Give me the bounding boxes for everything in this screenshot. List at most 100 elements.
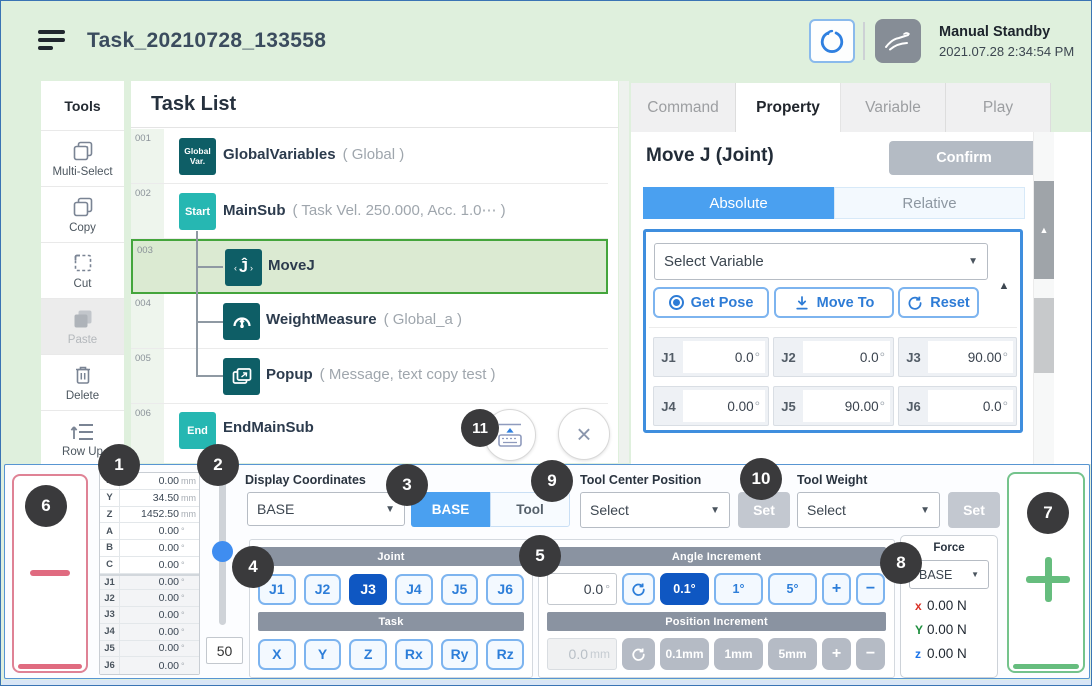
angle-preset-0.1-button[interactable]: 0.1° xyxy=(660,573,709,605)
task-row-popup[interactable]: 005 Popup ( Message, text copy test ) xyxy=(131,349,608,404)
joint-header-bar: Joint xyxy=(258,547,524,566)
frame-base-button[interactable]: BASE xyxy=(411,492,490,527)
joint-j5-field[interactable]: J5 90.00 ° xyxy=(773,386,894,426)
joint-unit: ° xyxy=(1002,398,1008,414)
row-number: 003 xyxy=(137,245,153,256)
move-to-button[interactable]: Move To xyxy=(774,287,894,318)
angle-minus-button[interactable]: − xyxy=(856,573,885,605)
angle-increment-input[interactable]: 0.0 ° xyxy=(547,573,617,605)
frame-tool-button[interactable]: Tool xyxy=(490,492,570,527)
coord-row: J2 0.00 ° xyxy=(100,590,199,607)
task-x-button[interactable]: X xyxy=(258,638,296,670)
row-text: MainSub ( Task Vel. 250.000, Acc. 1.0⋯ ) xyxy=(223,201,506,219)
task-row-globalvariables[interactable]: 001 Global Var. GlobalVariables ( Global… xyxy=(131,129,608,184)
position-increment-header: Position Increment xyxy=(547,612,886,631)
hand-icon xyxy=(885,32,910,51)
row-title: MoveJ xyxy=(268,257,315,274)
coord-row: J3 0.00 ° xyxy=(100,607,199,624)
tab-property[interactable]: Property xyxy=(736,83,841,132)
scrollbar-thumb[interactable] xyxy=(1034,298,1054,373)
position-reset-button xyxy=(622,638,655,670)
joint-label: J2 xyxy=(781,349,796,365)
display-coordinates-label: Display Coordinates xyxy=(245,473,366,487)
coord-row: A 0.00 ° xyxy=(100,523,199,540)
movej-glyph: Ĵ xyxy=(239,258,248,276)
joint-j3-button[interactable]: J3 xyxy=(349,573,388,605)
angle-preset-1-button[interactable]: 1° xyxy=(714,573,763,605)
reset-button[interactable]: Reset xyxy=(898,287,979,318)
tcp-select-value: Select xyxy=(590,502,629,518)
joint-label: J5 xyxy=(781,398,796,414)
task-y-button[interactable]: Y xyxy=(303,638,342,670)
tab-play[interactable]: Play xyxy=(946,83,1051,132)
property-scrollbar-track[interactable]: ▲ xyxy=(1033,132,1054,464)
reset-icon xyxy=(632,648,645,661)
task-z-button[interactable]: Z xyxy=(349,638,388,670)
joint-j6-button[interactable]: J6 xyxy=(486,573,525,605)
close-button[interactable]: × xyxy=(558,408,610,460)
position-value: 0.0 xyxy=(568,646,588,662)
row-text: WeightMeasure ( Global_a ) xyxy=(266,311,462,328)
task-button-row: X Y Z Rx Ry Rz xyxy=(258,638,525,670)
task-row-mainsub[interactable]: 002 Start MainSub ( Task Vel. 250.000, A… xyxy=(131,184,608,239)
task-rx-button[interactable]: Rx xyxy=(395,638,433,670)
tab-variable[interactable]: Variable xyxy=(841,83,946,132)
joint-j2-button[interactable]: J2 xyxy=(303,573,342,605)
angle-plus-button[interactable]: + xyxy=(822,573,851,605)
force-frame-dropdown[interactable]: BASE ▼ xyxy=(909,560,989,589)
joint-j4-button[interactable]: J4 xyxy=(395,573,433,605)
joint-j6-field[interactable]: J6 0.0 ° xyxy=(898,386,1017,426)
delete-icon xyxy=(75,366,90,384)
joint-j1-button[interactable]: J1 xyxy=(258,573,296,605)
tool-row-up-button[interactable]: Row Up xyxy=(41,411,124,467)
joint-j5-button[interactable]: J5 xyxy=(440,573,479,605)
position-increment-input: 0.0 mm xyxy=(547,638,617,670)
copy-icon xyxy=(73,197,92,217)
task-ry-button[interactable]: Ry xyxy=(440,638,479,670)
joint-j3-field[interactable]: J3 90.00 ° xyxy=(898,337,1017,377)
tool-label: Delete xyxy=(65,390,100,402)
speed-slider-thumb[interactable] xyxy=(212,541,233,562)
force-frame-value: BASE xyxy=(919,567,953,582)
axis-select-card: Joint J1 J2 J3 J4 J5 J6 Task X Y Z Rx Ry… xyxy=(249,539,533,678)
row-text: Popup ( Message, text copy test ) xyxy=(266,366,496,383)
tool-center-position-label: Tool Center Position xyxy=(580,473,702,487)
end-badge: End xyxy=(179,412,216,449)
tree-stub xyxy=(196,266,223,268)
angle-preset-5-button[interactable]: 5° xyxy=(768,573,817,605)
confirm-button[interactable]: Confirm xyxy=(889,141,1039,175)
tool-copy-button[interactable]: Copy xyxy=(41,187,124,243)
row-number: 001 xyxy=(135,133,151,144)
joint-j1-field[interactable]: J1 0.0 ° xyxy=(653,337,769,377)
task-list-scrollbar[interactable] xyxy=(619,81,629,463)
get-pose-icon xyxy=(668,295,684,310)
speed-value-input[interactable]: 50 xyxy=(206,637,243,664)
angle-reset-button[interactable] xyxy=(622,573,655,605)
annotation-11: 11 xyxy=(461,409,499,447)
tcp-select-dropdown[interactable]: Select ▼ xyxy=(580,492,730,528)
menu-icon[interactable] xyxy=(38,30,65,50)
coordinate-frame-dropdown[interactable]: BASE ▼ xyxy=(247,492,405,526)
get-pose-button[interactable]: Get Pose xyxy=(653,287,769,318)
tool-paste-button[interactable]: Paste xyxy=(41,299,124,355)
gripper-tool-button[interactable] xyxy=(809,19,855,63)
joint-j4-field[interactable]: J4 0.00 ° xyxy=(653,386,769,426)
tool-weight-select-dropdown[interactable]: Select ▼ xyxy=(797,492,940,528)
absolute-mode-button[interactable]: Absolute xyxy=(643,187,834,219)
tcp-set-button[interactable]: Set xyxy=(738,492,790,528)
manual-mode-chip[interactable] xyxy=(875,19,921,63)
joint-j2-field[interactable]: J2 0.0 ° xyxy=(773,337,894,377)
chevron-down-icon: ▼ xyxy=(971,570,979,579)
task-rz-button[interactable]: Rz xyxy=(486,638,525,670)
tool-multi-select-button[interactable]: Multi-Select xyxy=(41,131,124,187)
collapse-button[interactable]: ▲ xyxy=(998,280,1010,292)
scrollbar-up-button[interactable]: ▲ xyxy=(1034,181,1054,279)
tool-delete-button[interactable]: Delete xyxy=(41,355,124,411)
tab-command[interactable]: Command xyxy=(631,83,736,132)
tool-weight-set-button[interactable]: Set xyxy=(948,492,1000,528)
row-up-icon xyxy=(70,423,93,440)
jog-plus-button[interactable] xyxy=(1007,472,1085,673)
tool-cut-button[interactable]: Cut xyxy=(41,243,124,299)
variable-select-dropdown[interactable]: Select Variable ▼ xyxy=(654,243,988,280)
relative-mode-button[interactable]: Relative xyxy=(834,187,1025,219)
